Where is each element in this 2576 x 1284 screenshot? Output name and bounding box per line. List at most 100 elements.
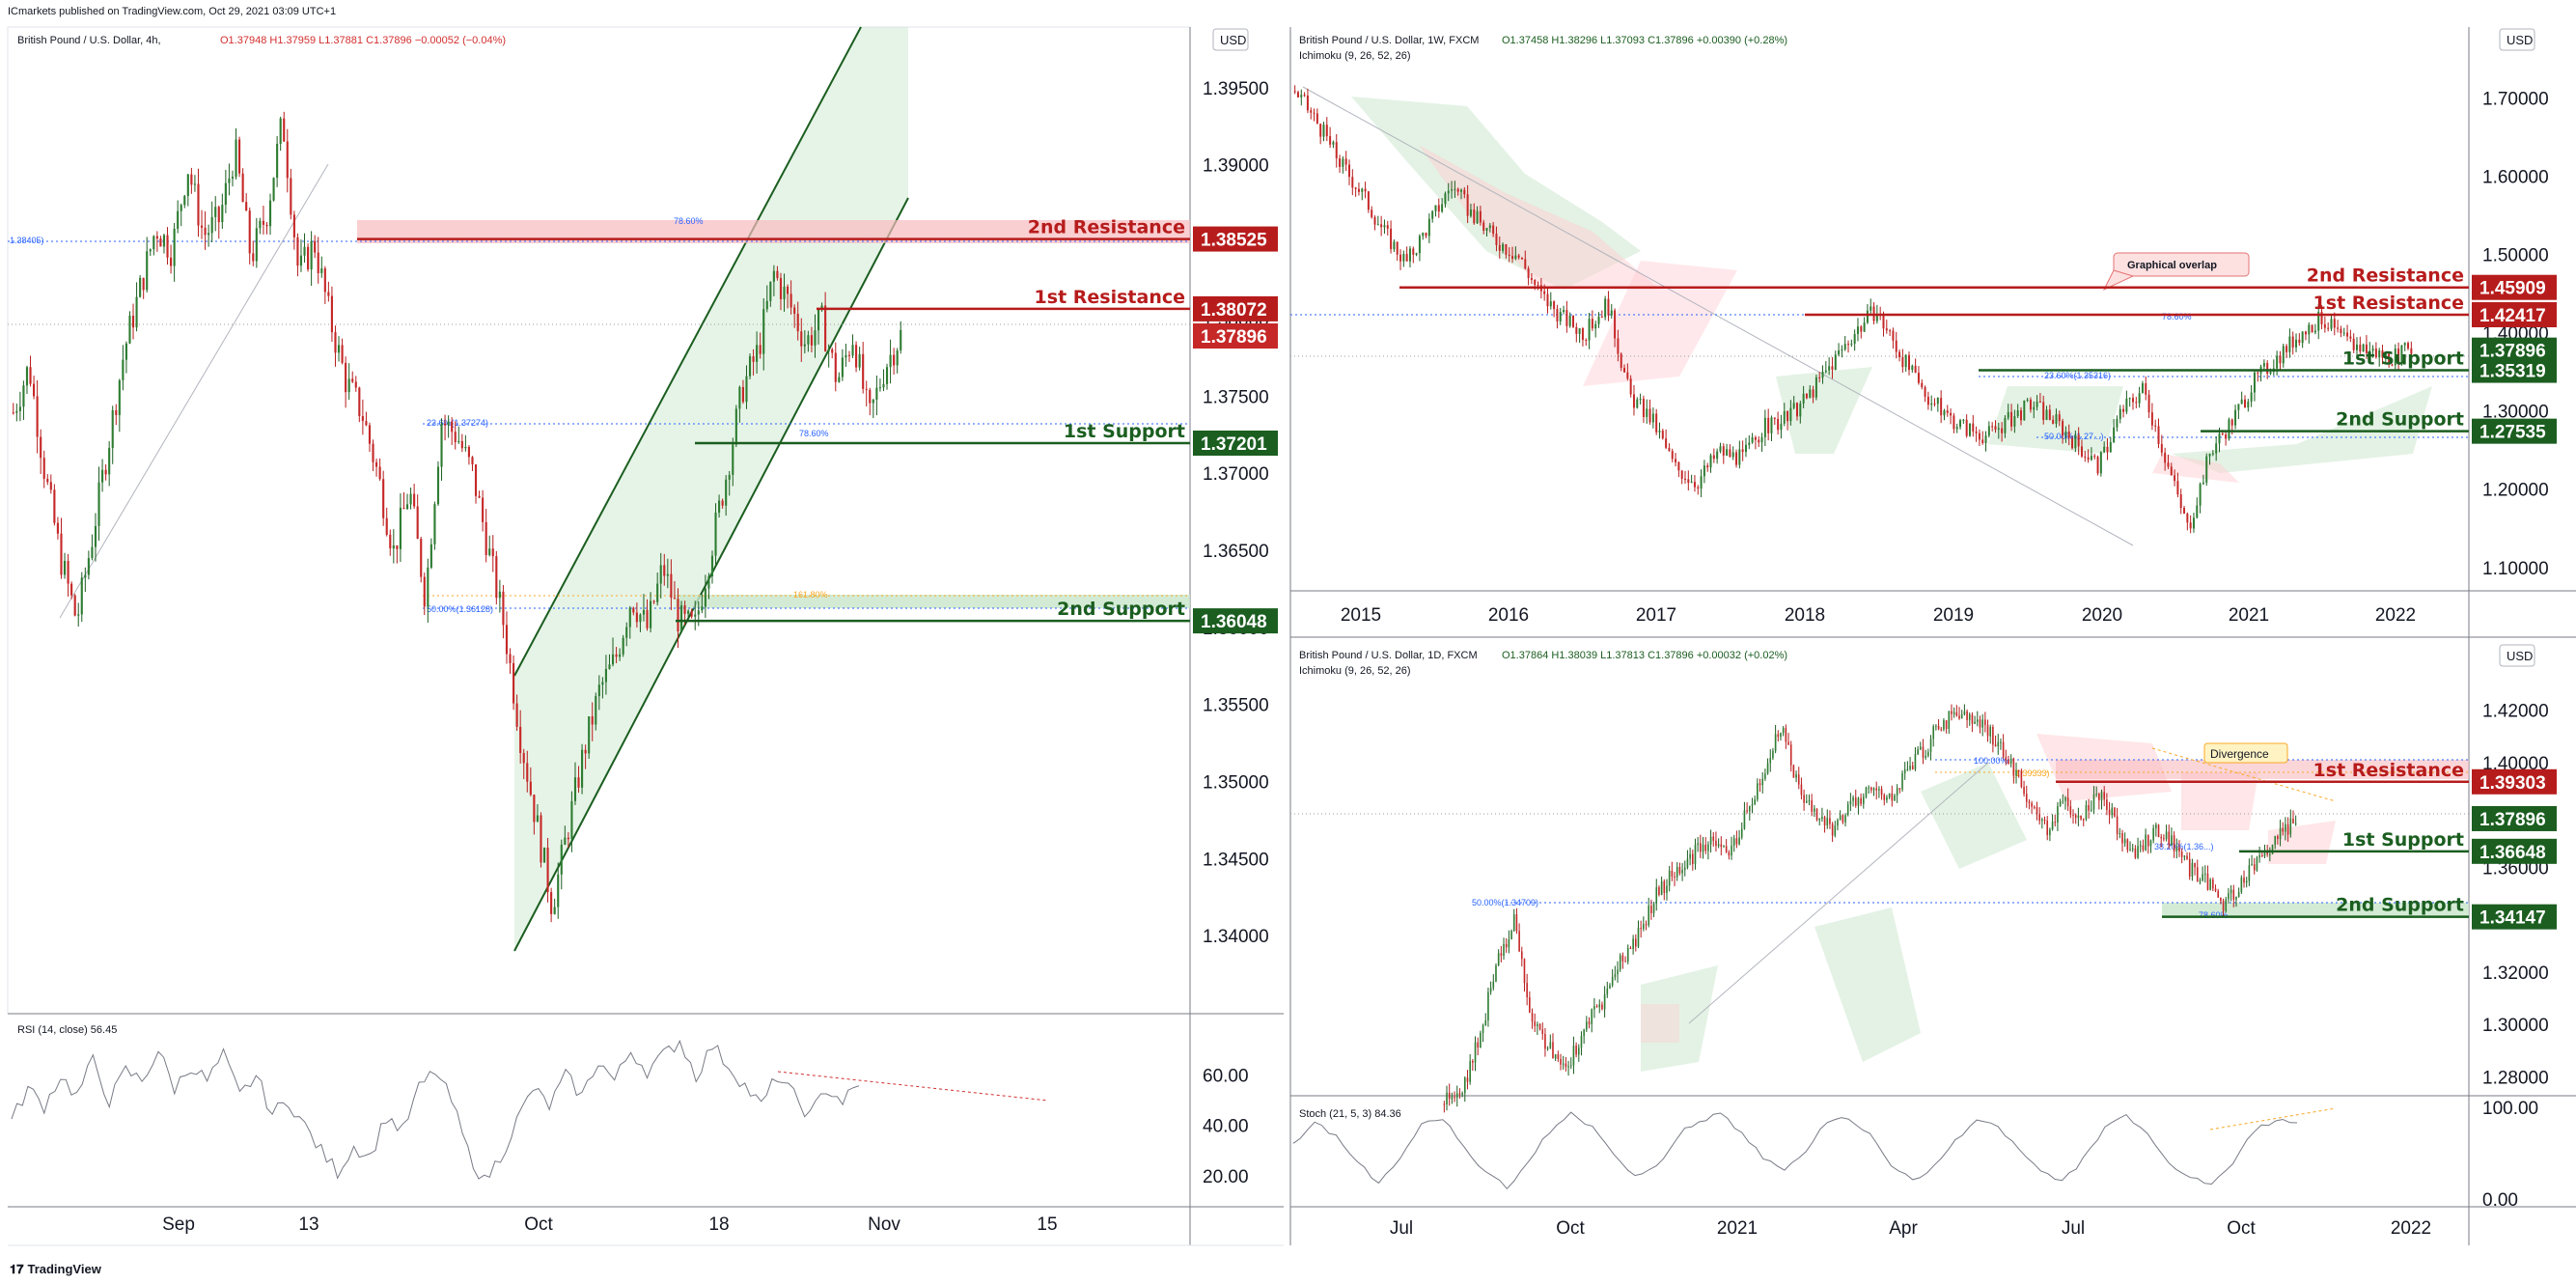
support-zone (676, 595, 1190, 608)
tr-r1-level[interactable]: 1st Resistance 1.42417 (1805, 293, 2557, 328)
br-candle (1512, 908, 1515, 933)
tr-candle (1597, 312, 1600, 328)
left-candle (639, 613, 642, 632)
tradingview-logo[interactable]: 𝟏𝟕 TradingView (10, 1262, 101, 1277)
tr-candle (2033, 401, 2036, 419)
br-candle (2080, 815, 2082, 821)
tr-candle (1904, 353, 1907, 373)
br-candle (1454, 1091, 1455, 1103)
tr-candle (2304, 330, 2307, 341)
tr-candle (1563, 305, 1565, 315)
left-candle (721, 498, 724, 509)
left-currency-badge[interactable]: USD (1212, 28, 1249, 51)
left-r1-level[interactable]: 1st Resistance 1.38072 (817, 287, 1278, 321)
left-candle (231, 170, 235, 187)
tr-candle (2010, 404, 2013, 432)
br-candle (1898, 788, 1901, 794)
left-candle (440, 418, 443, 481)
br-candle (2258, 847, 2260, 863)
tr-candle (2141, 380, 2144, 394)
br-candle (2031, 800, 2033, 814)
br-candle (2188, 851, 2191, 880)
tr-candle (2026, 398, 2029, 403)
br-candle (1557, 1050, 1560, 1063)
left-candle (97, 466, 100, 542)
br-candle (2232, 884, 2235, 907)
divergence-callout: Divergence (2203, 742, 2288, 764)
br-candle (1567, 1060, 1569, 1076)
br-candle (2012, 757, 2015, 784)
left-candle (265, 222, 268, 235)
tr-candle (1962, 418, 1965, 425)
left-candle (694, 600, 697, 630)
br-candle (1919, 741, 1922, 751)
tr-candle (1412, 246, 1415, 264)
br-r1-level[interactable]: 1st Resistance 1.39303 (2056, 760, 2557, 795)
br-candle (1720, 836, 1723, 856)
tr-r2-level[interactable]: 2nd Resistance 1.45909 (1399, 265, 2557, 300)
br-candle (2038, 807, 2040, 825)
left-candle (577, 766, 580, 794)
tr-candle (2062, 418, 2064, 444)
tr-candle (2147, 389, 2150, 419)
tr-candle (1814, 375, 1817, 401)
br-s1-level[interactable]: 1st Support 1.36648 (2239, 829, 2557, 864)
left-candle (193, 175, 196, 192)
br-price-tick-label: 1.32000 (2482, 963, 2549, 984)
rsi-tick-label: 40.00 (1203, 1117, 1249, 1137)
br-candle (2160, 833, 2163, 848)
tr-currency-badge[interactable]: USD (2499, 28, 2535, 51)
left-r2-level[interactable]: 2nd Resistance 1.38525 (357, 217, 1278, 252)
br-candle (1577, 1044, 1580, 1062)
left-candle (625, 622, 628, 647)
left-s1-level[interactable]: 1st Support 1.37201 (695, 421, 1278, 456)
tr-time-tick-label: 2016 (1488, 605, 1529, 626)
br-last-level[interactable]: 1.37896 (2469, 805, 2557, 831)
left-candle (509, 648, 512, 674)
tr-candle (1831, 357, 1834, 379)
left-s2-level[interactable]: 2nd Support 1.36048 (676, 599, 1278, 634)
br-candle (1552, 1033, 1554, 1059)
left-candle (420, 536, 423, 583)
tr-candle (2330, 315, 2333, 331)
br-candle (2015, 762, 2017, 784)
br-candle (1634, 934, 1637, 952)
left-candle (787, 284, 789, 309)
left-candle (447, 415, 450, 438)
left-candle (87, 550, 90, 580)
tr-candle (2291, 331, 2294, 355)
br-candle (2142, 839, 2145, 852)
tr-candle (2225, 430, 2228, 446)
tr-s2-level[interactable]: 2nd Support 1.27535 (2201, 409, 2557, 444)
br-candle (2064, 796, 2066, 810)
tr-candle (1792, 396, 1795, 410)
left-candle (533, 794, 536, 835)
left-candle (488, 535, 491, 557)
tr-candle (2109, 436, 2112, 453)
br-candle (1966, 709, 1968, 728)
br-time-tick-label: Apr (1889, 1218, 1918, 1239)
tr-candle (1306, 88, 1309, 114)
br-price-tick-label: 1.28000 (2482, 1068, 2549, 1088)
br-s2-level[interactable]: 2nd Support 1.34147 (2162, 895, 2557, 930)
tr-time-tick-label: 2017 (1636, 605, 1676, 626)
br-candle (1668, 865, 1671, 892)
br-time-tick-label: 2021 (1717, 1218, 1758, 1239)
tr-last-level[interactable]: 1.37896 (2469, 337, 2557, 363)
left-candle (327, 281, 330, 302)
left-candle (714, 503, 717, 565)
tr-candle (1553, 300, 1556, 318)
br-candle (1903, 762, 1906, 780)
br-currency-badge[interactable]: USD (2499, 644, 2535, 667)
left-candle (896, 348, 899, 374)
br-candle (2253, 857, 2256, 875)
left-last-level[interactable]: 1.37896 (1190, 323, 1278, 349)
left-candle (12, 403, 14, 415)
left-candle (375, 459, 378, 477)
br-candle (2041, 817, 2043, 829)
tr-candle (1850, 339, 1853, 348)
left-candle (365, 411, 368, 427)
tr-candle (1700, 469, 1703, 498)
left-candle (862, 342, 865, 394)
